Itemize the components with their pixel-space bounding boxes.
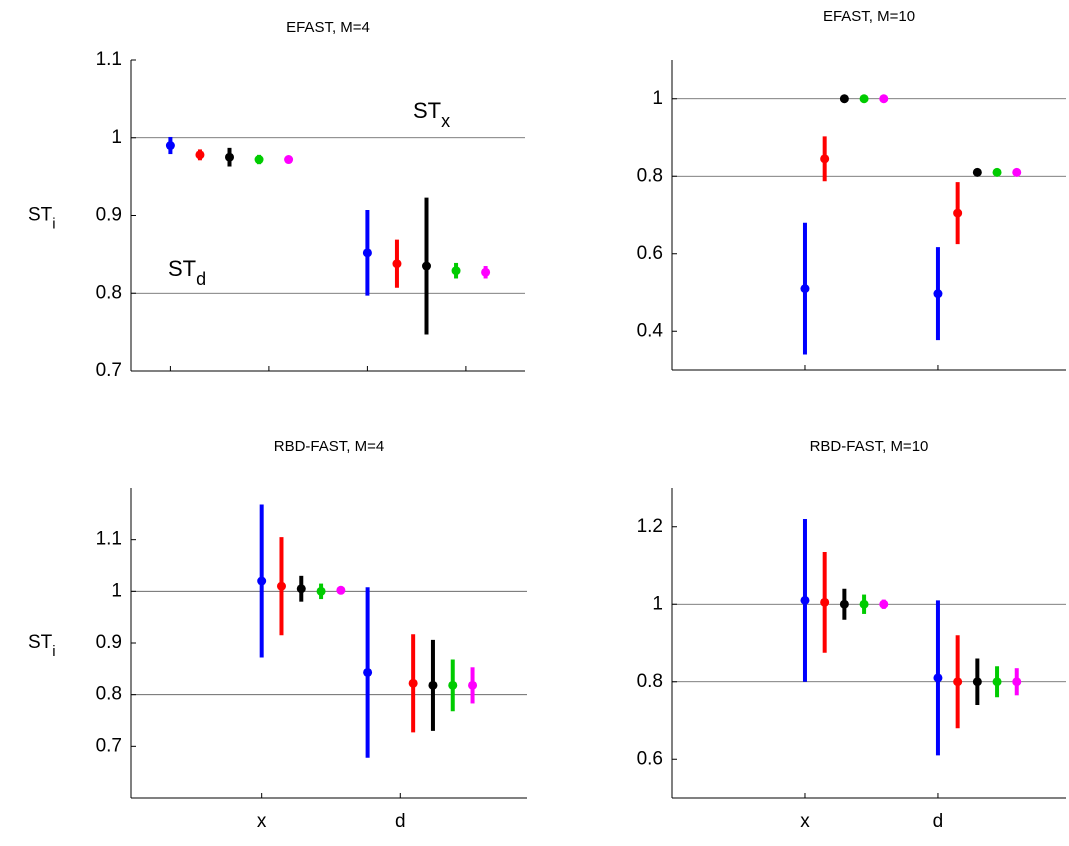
y-tick-label: 1	[652, 593, 663, 614]
y-tick-label: 1	[111, 127, 122, 148]
chart-title: EFAST, M=4	[286, 19, 370, 36]
data-point	[933, 289, 943, 299]
x-tick-label: x	[800, 811, 810, 832]
y-tick-label: 0.9	[96, 632, 122, 653]
y-axis-label: STi	[28, 205, 56, 233]
y-label-sub: i	[52, 215, 55, 232]
data-point	[468, 680, 478, 690]
y-tick-label: 1.1	[96, 529, 122, 550]
x-tick-label: d	[395, 811, 406, 832]
data-point	[820, 154, 830, 164]
chart-title: RBD-FAST, M=10	[810, 438, 929, 455]
data-point	[839, 94, 849, 104]
data-point	[820, 597, 830, 607]
x-tick-label: d	[933, 811, 944, 832]
y-tick-label: 1	[111, 580, 122, 601]
data-point	[953, 677, 963, 687]
data-point	[276, 581, 286, 591]
y-tick-label: 0.6	[637, 748, 663, 769]
y-tick-label: 0.6	[637, 243, 663, 264]
data-point	[992, 677, 1002, 687]
chart-title: EFAST, M=10	[823, 8, 915, 25]
y-tick-label: 1	[652, 88, 663, 109]
data-point	[362, 248, 372, 258]
data-point	[336, 585, 346, 595]
data-point	[933, 673, 943, 683]
data-point	[451, 266, 461, 276]
data-point	[195, 150, 205, 160]
data-point	[165, 141, 175, 151]
annotation-main: ST	[168, 256, 196, 281]
data-point	[296, 584, 306, 594]
data-point	[879, 94, 889, 104]
data-point	[800, 284, 810, 294]
y-tick-label: 0.8	[96, 684, 122, 705]
data-point	[1012, 677, 1022, 687]
y-label-sub: i	[52, 643, 55, 660]
annotation: STx	[413, 98, 450, 131]
y-tick-label: 0.8	[637, 165, 663, 186]
data-point	[392, 259, 402, 269]
y-tick-label: 0.7	[96, 735, 122, 756]
annotation-sub: d	[196, 269, 206, 289]
data-point	[448, 680, 458, 690]
y-tick-label: 0.4	[637, 320, 664, 341]
y-tick-label: 1.2	[637, 516, 663, 537]
data-point	[257, 576, 267, 586]
x-tick-label: x	[257, 811, 267, 832]
y-tick-label: 0.7	[96, 360, 122, 381]
chart-title: RBD-FAST, M=4	[274, 438, 384, 455]
annotation-main: ST	[413, 98, 441, 123]
data-point	[481, 267, 491, 277]
data-point	[254, 155, 264, 165]
data-point	[428, 680, 438, 690]
annotation-sub: x	[441, 111, 450, 131]
y-label-main: ST	[28, 632, 53, 653]
data-point	[800, 595, 810, 605]
y-label-main: ST	[28, 205, 53, 226]
data-point	[422, 261, 431, 271]
data-point	[992, 167, 1002, 177]
data-point	[316, 586, 326, 596]
y-tick-label: 0.8	[96, 282, 122, 303]
data-point	[839, 599, 849, 609]
data-point	[859, 94, 869, 104]
y-tick-label: 0.9	[96, 205, 122, 226]
y-tick-label: 1.1	[96, 49, 122, 70]
data-point	[408, 678, 418, 688]
data-point	[879, 599, 889, 609]
y-tick-label: 0.8	[637, 671, 663, 692]
data-point	[859, 599, 869, 609]
data-point	[1012, 167, 1022, 177]
data-point	[953, 208, 963, 218]
data-point	[284, 155, 294, 165]
data-point	[972, 167, 982, 177]
data-point	[225, 152, 234, 162]
data-point	[363, 667, 373, 677]
y-axis-label: STi	[28, 632, 56, 660]
data-point	[972, 677, 982, 687]
annotation: STd	[168, 256, 206, 289]
